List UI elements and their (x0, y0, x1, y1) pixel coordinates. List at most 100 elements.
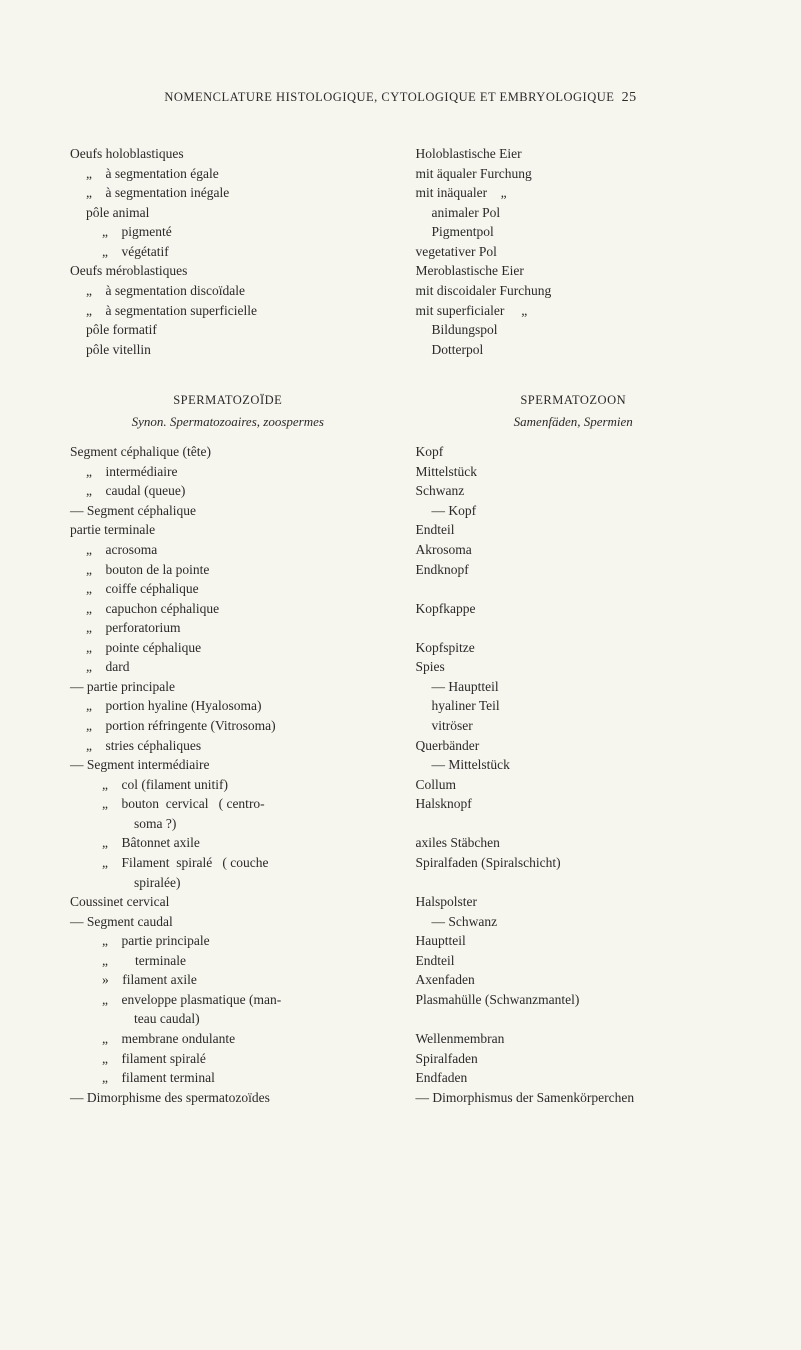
text-line: „ Filament spiralé ( couche (102, 853, 386, 873)
text-line: Collum (416, 775, 732, 795)
text-line: — Segment céphalique (70, 501, 386, 521)
text-line: „ intermédiaire (86, 462, 386, 482)
text-line: — Kopf (432, 501, 732, 521)
text-line: » filament axile (102, 970, 386, 990)
text-line: Axenfaden (416, 970, 732, 990)
text-line: — Dimorphismus der Samenkörperchen (416, 1088, 732, 1108)
text-line: Endteil (416, 951, 732, 971)
text-line: — Hauptteil (432, 677, 732, 697)
text-line (416, 814, 732, 834)
running-head-right: CYTOLOGIQUE ET EMBRYOLOGIQUE (381, 90, 614, 104)
text-line: Querbänder (416, 736, 732, 756)
text-line: mit superficialer „ (416, 301, 732, 321)
text-line: — Schwanz (432, 912, 732, 932)
right-column: Holoblastische Eier mit äqualer Furchung… (416, 144, 732, 1107)
section-heading: SPERMATOZOÏDE (70, 391, 386, 409)
text-line: — partie principale (70, 677, 386, 697)
text-line: „ coiffe céphalique (86, 579, 386, 599)
text-line: „ col (filament unitif) (102, 775, 386, 795)
text-line: Wellenmembran (416, 1029, 732, 1049)
text-line: mit äqualer Furchung (416, 164, 732, 184)
text-line: Mittelstück (416, 462, 732, 482)
text-line: „ bouton de la pointe (86, 560, 386, 580)
text-line: Kopfkappe (416, 599, 732, 619)
text-line: vitröser (432, 716, 732, 736)
text-line: „ pointe céphalique (86, 638, 386, 658)
spacer (416, 359, 732, 377)
text-line: „ membrane ondulante (102, 1029, 386, 1049)
text-line: „ végétatif (102, 242, 386, 262)
two-column-body: Oeufs holoblastiques „ à segmentation ég… (70, 144, 731, 1107)
text-line: „ pigmenté (102, 222, 386, 242)
text-line: Oeufs méroblastiques (70, 261, 386, 281)
text-line: „ acrosoma (86, 540, 386, 560)
left-column: Oeufs holoblastiques „ à segmentation ég… (70, 144, 386, 1107)
text-line: Kopfspitze (416, 638, 732, 658)
text-line: „ partie principale (102, 931, 386, 951)
text-line: partie terminale (70, 520, 386, 540)
text-line: mit discoidaler Furchung (416, 281, 732, 301)
text-line: Endfaden (416, 1068, 732, 1088)
text-line: soma ?) (134, 814, 386, 834)
text-line: Hauptteil (416, 931, 732, 951)
text-line: — Mittelstück (432, 755, 732, 775)
text-line: Spiralfaden (416, 1049, 732, 1069)
text-line: pôle animal (86, 203, 386, 223)
text-line: „ filament spiralé (102, 1049, 386, 1069)
text-line (416, 1009, 732, 1029)
text-line: „ caudal (queue) (86, 481, 386, 501)
text-line: „ terminale (102, 951, 386, 971)
text-line: mit inäqualer „ (416, 183, 732, 203)
text-line: Spies (416, 657, 732, 677)
text-line: Pigmentpol (432, 222, 732, 242)
text-line: „ portion réfringente (Vitrosoma) (86, 716, 386, 736)
text-line: pôle formatif (86, 320, 386, 340)
text-line: animaler Pol (432, 203, 732, 223)
text-line (416, 579, 732, 599)
text-line: Endteil (416, 520, 732, 540)
synonym-line: Synon. Spermatozoaires, zoospermes (70, 413, 386, 432)
text-line: „ à segmentation inégale (86, 183, 386, 203)
text-line: „ stries céphaliques (86, 736, 386, 756)
text-line: „ à segmentation égale (86, 164, 386, 184)
text-line: Holoblastische Eier (416, 144, 732, 164)
text-line: — Dimorphisme des spermatozoïdes (70, 1088, 386, 1108)
text-line (416, 873, 732, 893)
text-line: Kopf (416, 442, 732, 462)
text-line: vegetativer Pol (416, 242, 732, 262)
text-line: Endknopf (416, 560, 732, 580)
text-line: „ filament terminal (102, 1068, 386, 1088)
text-line: Oeufs holoblastiques (70, 144, 386, 164)
text-line: „ capuchon céphalique (86, 599, 386, 619)
text-line: Akrosoma (416, 540, 732, 560)
text-line: Plasmahülle (Schwanzmantel) (416, 990, 732, 1010)
text-line: teau caudal) (134, 1009, 386, 1029)
text-line: — Segment caudal (70, 912, 386, 932)
text-line: Coussinet cervical (70, 892, 386, 912)
section-heading: SPERMATOZOON (416, 391, 732, 409)
running-head: NOMENCLATURE HISTOLOGIQUE, CYTOLOGIQUE E… (70, 90, 731, 106)
text-line: axiles Stäbchen (416, 833, 732, 853)
spacer (70, 359, 386, 377)
text-line: „ dard (86, 657, 386, 677)
synonym-line: Samenfäden, Spermien (416, 413, 732, 432)
text-line: „ à segmentation discoïdale (86, 281, 386, 301)
page: NOMENCLATURE HISTOLOGIQUE, CYTOLOGIQUE E… (0, 0, 801, 1350)
text-line: Segment céphalique (tête) (70, 442, 386, 462)
text-line: „ à segmentation superficielle (86, 301, 386, 321)
text-line: „ enveloppe plasmatique (man- (102, 990, 386, 1010)
text-line: Halspolster (416, 892, 732, 912)
text-line: Bildungspol (432, 320, 732, 340)
text-line: Halsknopf (416, 794, 732, 814)
text-line (416, 618, 732, 638)
text-line: Schwanz (416, 481, 732, 501)
text-line: pôle vitellin (86, 340, 386, 360)
text-line: „ Bâtonnet axile (102, 833, 386, 853)
text-line: Dotterpol (432, 340, 732, 360)
text-line: „ perforatorium (86, 618, 386, 638)
text-line: „ portion hyaline (Hyalosoma) (86, 696, 386, 716)
text-line: spiralée) (134, 873, 386, 893)
running-head-left: NOMENCLATURE HISTOLOGIQUE, (164, 90, 377, 104)
page-number: 25 (622, 90, 637, 105)
text-line: — Segment intermédiaire (70, 755, 386, 775)
